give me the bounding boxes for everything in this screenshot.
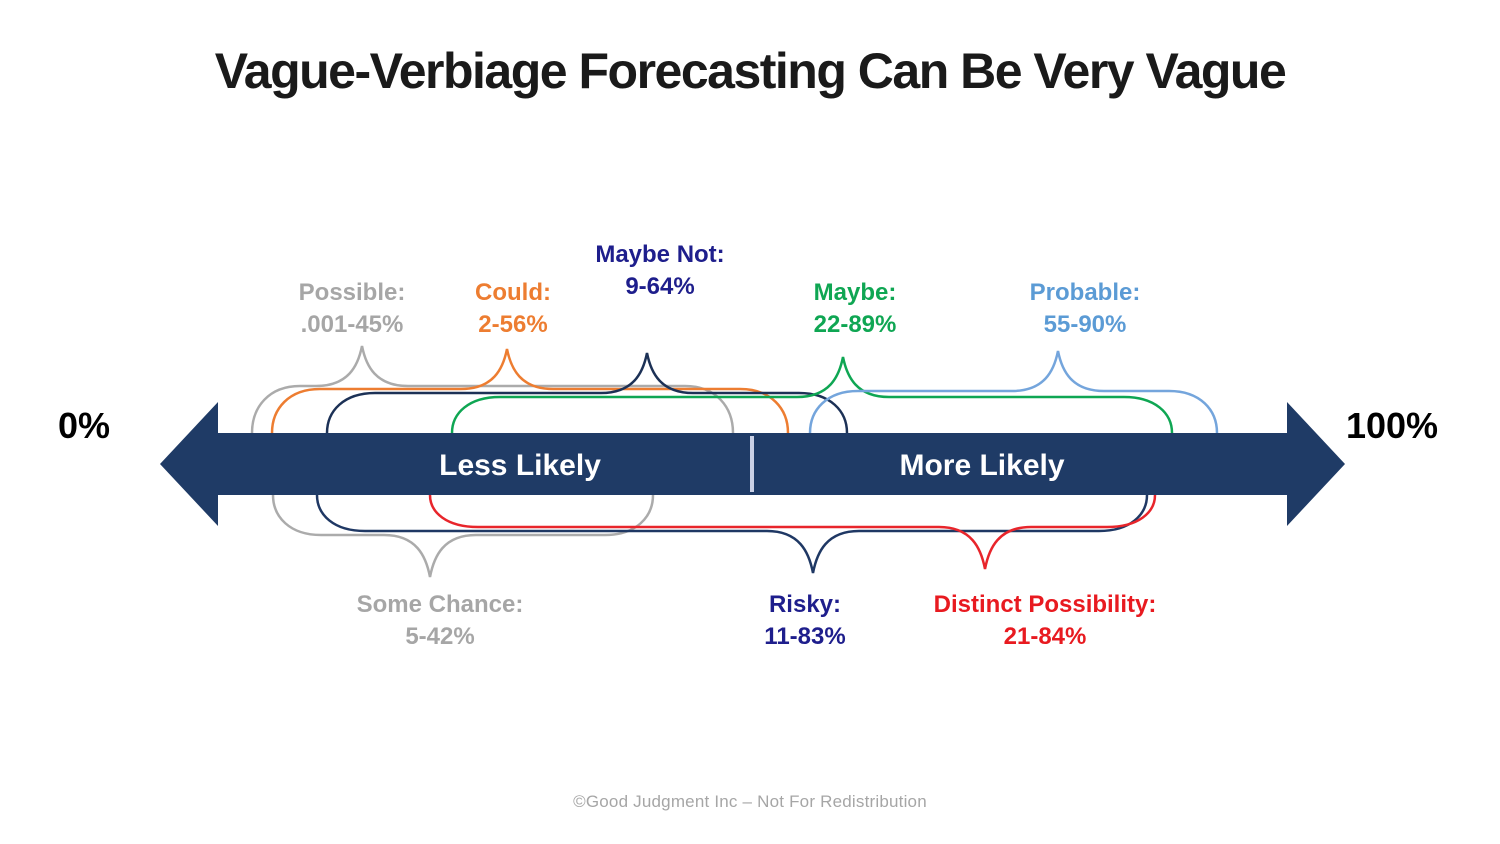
series-label-maybe: Maybe: 22-89%: [814, 277, 897, 341]
series-label-risky: Risky: 11-83%: [764, 589, 845, 653]
series-range: 9-64%: [625, 273, 695, 300]
range-brace-maybe: [450, 356, 1174, 434]
series-range: 55-90%: [1043, 311, 1127, 338]
series-name: Some Chance:: [356, 591, 524, 618]
series-label-possible: Possible: .001-45%: [299, 277, 406, 341]
braces-layer: [250, 345, 1219, 578]
series-label-maybe-not: Maybe Not: 9-64%: [595, 239, 724, 303]
series-range: 5-42%: [405, 623, 475, 650]
series-name: Could:: [475, 279, 551, 306]
series-name: Distinct Possibility:: [933, 591, 1157, 618]
range-brace-risky: [315, 494, 1149, 574]
series-range: 2-56%: [478, 311, 548, 338]
axis-min-label: 0%: [57, 405, 111, 446]
series-name: Possible:: [298, 279, 406, 306]
chart-title: Vague-Verbiage Forecasting Can Be Very V…: [214, 43, 1287, 99]
range-brace-distinct-possibility: [428, 494, 1157, 570]
series-name: Maybe Not:: [595, 241, 725, 268]
range-brace-probable: [808, 350, 1219, 434]
series-range: 22-89%: [813, 311, 897, 338]
series-label-probable: Probable: 55-90%: [1030, 277, 1141, 341]
range-brace-some-chance: [271, 494, 655, 578]
range-brace-maybe-not: [325, 352, 849, 434]
series-range: 21-84%: [1003, 623, 1087, 650]
series-name: Maybe:: [813, 279, 897, 306]
series-range: .001-45%: [300, 311, 404, 338]
series-label-distinct-possibility: Distinct Possibility: 21-84%: [934, 589, 1157, 653]
series-name: Probable:: [1029, 279, 1141, 306]
more-likely-label: More Likely: [899, 449, 1065, 482]
copyright-footer: ©Good Judgment Inc – Not For Redistribut…: [573, 792, 927, 811]
axis-max-label: 100%: [1345, 405, 1439, 446]
series-range: 11-83%: [764, 623, 846, 650]
series-label-some-chance: Some Chance: 5-42%: [357, 589, 524, 653]
less-likely-label: Less Likely: [439, 449, 601, 482]
range-brace-possible: [250, 345, 735, 434]
series-label-could: Could: 2-56%: [475, 277, 551, 341]
series-name: Risky:: [768, 591, 842, 618]
